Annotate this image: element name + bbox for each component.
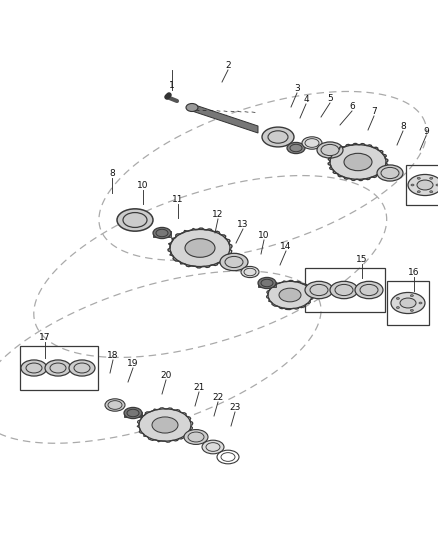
Ellipse shape bbox=[381, 167, 399, 179]
Text: 4: 4 bbox=[303, 95, 309, 104]
Ellipse shape bbox=[377, 165, 403, 181]
Text: 5: 5 bbox=[327, 94, 333, 103]
Text: 16: 16 bbox=[408, 268, 420, 277]
Text: 17: 17 bbox=[39, 333, 51, 342]
Ellipse shape bbox=[186, 103, 198, 111]
Text: 12: 12 bbox=[212, 210, 224, 219]
Text: 20: 20 bbox=[160, 371, 172, 380]
Ellipse shape bbox=[417, 180, 433, 190]
Ellipse shape bbox=[330, 281, 358, 298]
Ellipse shape bbox=[310, 285, 328, 296]
Ellipse shape bbox=[185, 239, 215, 257]
Bar bbox=[387, 281, 429, 325]
Ellipse shape bbox=[258, 277, 276, 288]
Ellipse shape bbox=[355, 281, 383, 298]
Polygon shape bbox=[124, 412, 142, 417]
Ellipse shape bbox=[396, 306, 399, 309]
Ellipse shape bbox=[221, 453, 235, 462]
Ellipse shape bbox=[317, 142, 343, 158]
Ellipse shape bbox=[417, 191, 420, 193]
Text: 9: 9 bbox=[423, 127, 429, 136]
Text: 1: 1 bbox=[169, 81, 175, 90]
Ellipse shape bbox=[50, 363, 66, 373]
Text: 8: 8 bbox=[109, 169, 115, 178]
Ellipse shape bbox=[305, 139, 319, 147]
Ellipse shape bbox=[225, 256, 243, 268]
Ellipse shape bbox=[268, 131, 288, 143]
Ellipse shape bbox=[400, 298, 416, 308]
Ellipse shape bbox=[124, 407, 142, 418]
Polygon shape bbox=[153, 231, 171, 237]
Text: 10: 10 bbox=[258, 231, 270, 240]
Ellipse shape bbox=[436, 184, 438, 186]
Ellipse shape bbox=[45, 360, 71, 376]
Text: 14: 14 bbox=[280, 242, 292, 251]
Text: 15: 15 bbox=[356, 255, 368, 264]
Ellipse shape bbox=[220, 253, 248, 271]
Text: 11: 11 bbox=[172, 195, 184, 204]
Bar bbox=[20, 346, 98, 390]
Text: 22: 22 bbox=[212, 393, 224, 402]
Polygon shape bbox=[192, 104, 258, 133]
Ellipse shape bbox=[430, 191, 433, 193]
Ellipse shape bbox=[261, 279, 273, 287]
Ellipse shape bbox=[410, 295, 413, 296]
Ellipse shape bbox=[184, 430, 208, 445]
Text: 8: 8 bbox=[400, 122, 406, 131]
Ellipse shape bbox=[105, 399, 125, 411]
Polygon shape bbox=[258, 282, 276, 287]
Ellipse shape bbox=[430, 177, 433, 179]
Ellipse shape bbox=[417, 177, 420, 179]
Bar bbox=[305, 268, 385, 312]
Ellipse shape bbox=[411, 184, 414, 186]
Ellipse shape bbox=[287, 142, 305, 154]
Ellipse shape bbox=[21, 360, 47, 376]
Ellipse shape bbox=[69, 360, 95, 376]
Ellipse shape bbox=[26, 363, 42, 373]
Ellipse shape bbox=[408, 174, 438, 196]
Text: 13: 13 bbox=[237, 220, 249, 229]
Ellipse shape bbox=[330, 144, 386, 180]
Ellipse shape bbox=[153, 228, 171, 239]
Ellipse shape bbox=[170, 229, 230, 266]
Text: 19: 19 bbox=[127, 359, 139, 368]
Ellipse shape bbox=[268, 281, 312, 309]
Ellipse shape bbox=[139, 409, 191, 441]
Ellipse shape bbox=[188, 432, 204, 442]
Ellipse shape bbox=[335, 285, 353, 296]
Ellipse shape bbox=[302, 137, 322, 149]
Ellipse shape bbox=[244, 268, 256, 276]
Ellipse shape bbox=[152, 417, 178, 433]
Text: 23: 23 bbox=[230, 403, 241, 412]
Ellipse shape bbox=[321, 144, 339, 156]
Ellipse shape bbox=[206, 443, 220, 451]
Text: 21: 21 bbox=[193, 383, 205, 392]
Text: 10: 10 bbox=[137, 181, 149, 190]
Ellipse shape bbox=[127, 409, 139, 417]
Text: 2: 2 bbox=[225, 61, 231, 70]
Ellipse shape bbox=[117, 209, 153, 231]
Text: 3: 3 bbox=[294, 84, 300, 93]
Ellipse shape bbox=[344, 154, 372, 171]
Ellipse shape bbox=[410, 309, 413, 311]
Text: 6: 6 bbox=[349, 102, 355, 111]
Ellipse shape bbox=[74, 363, 90, 373]
Bar bbox=[406, 165, 438, 205]
Text: 7: 7 bbox=[371, 107, 377, 116]
Ellipse shape bbox=[391, 293, 425, 313]
Ellipse shape bbox=[360, 285, 378, 296]
Ellipse shape bbox=[202, 440, 224, 454]
Ellipse shape bbox=[241, 266, 259, 278]
Ellipse shape bbox=[123, 213, 147, 228]
Ellipse shape bbox=[279, 288, 301, 302]
Ellipse shape bbox=[156, 229, 168, 237]
Text: 18: 18 bbox=[107, 351, 119, 360]
Ellipse shape bbox=[305, 281, 333, 298]
Ellipse shape bbox=[290, 144, 302, 152]
Ellipse shape bbox=[419, 302, 422, 304]
Ellipse shape bbox=[108, 401, 122, 409]
Ellipse shape bbox=[262, 127, 294, 147]
Ellipse shape bbox=[396, 297, 399, 300]
